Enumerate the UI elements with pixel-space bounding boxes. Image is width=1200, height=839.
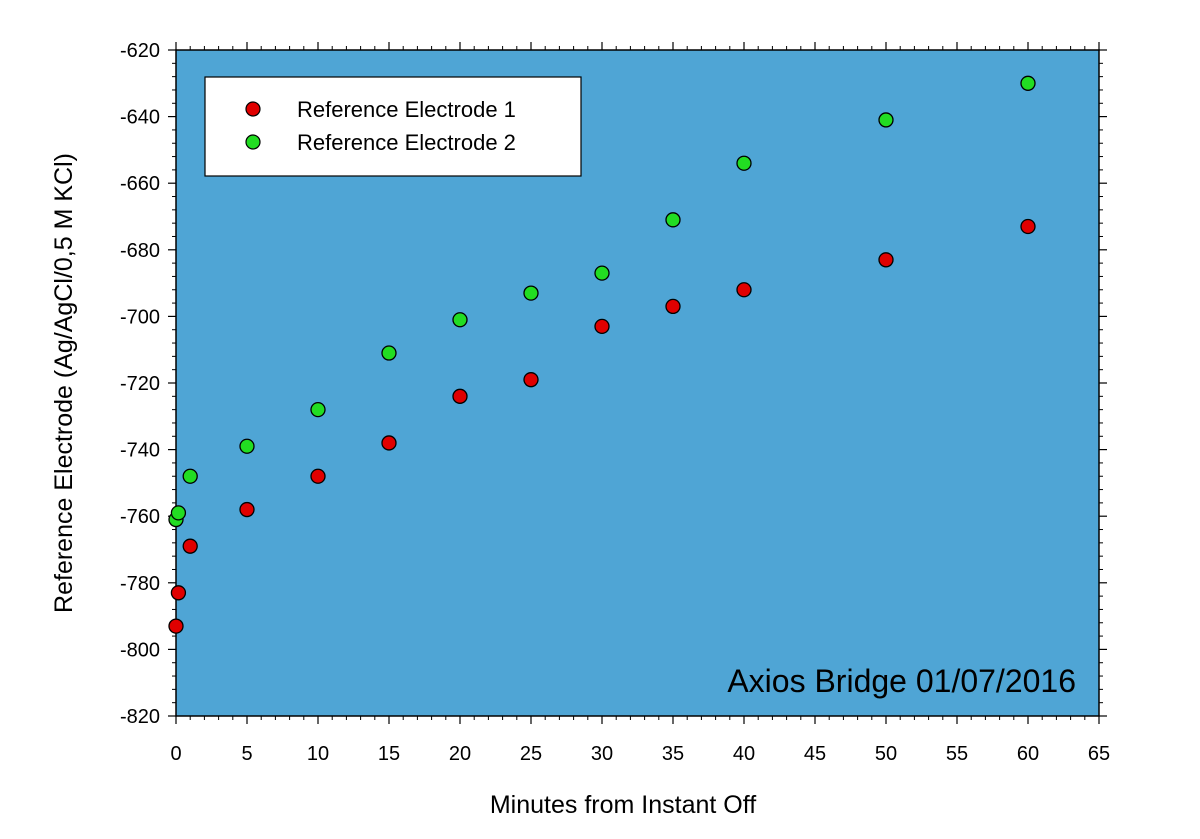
x-tick-label: 55 <box>946 743 968 765</box>
x-axis-title: Minutes from Instant Off <box>490 791 756 819</box>
y-tick-label: -740 <box>120 440 160 462</box>
y-tick-label: -620 <box>120 40 160 62</box>
x-tick-label: 30 <box>591 743 613 765</box>
y-tick-label: -760 <box>120 506 160 528</box>
data-point-series-1 <box>381 435 397 451</box>
x-tick-label: 40 <box>733 743 755 765</box>
data-point-series-2 <box>310 401 326 418</box>
y-tick-label: -700 <box>120 306 160 328</box>
data-point-series-2 <box>1020 75 1036 91</box>
x-tick-label: 20 <box>449 743 471 765</box>
y-tick-label: -680 <box>120 240 160 262</box>
y-tick-label: -820 <box>120 706 160 728</box>
legend-label-series-2: Reference Electrode 2 <box>297 130 516 155</box>
data-point-series-1 <box>452 388 468 404</box>
axis-ticks <box>168 42 1107 724</box>
y-tick-label: -660 <box>120 173 160 195</box>
data-point-series-2 <box>594 265 610 281</box>
legend: Reference Electrode 1 Reference Electrod… <box>204 76 582 177</box>
x-tick-labels: 0 5 10 15 20 25 30 35 40 45 50 55 60 65 <box>170 743 1110 765</box>
data-point-series-2 <box>182 468 198 484</box>
data-point-series-2 <box>878 112 894 128</box>
data-point-series-1 <box>878 252 894 268</box>
data-point-series-2 <box>736 155 752 171</box>
data-point-series-1 <box>594 318 610 335</box>
data-point-series-2 <box>170 505 187 521</box>
data-point-series-1 <box>182 538 198 554</box>
data-point-series-2 <box>523 285 539 301</box>
data-point-series-1 <box>168 618 184 634</box>
y-axis-title: Reference Electrode (Ag/AgCl/0,5 M KCl) <box>50 153 78 613</box>
chart-annotation: Axios Bridge 01/07/2016 <box>727 663 1076 699</box>
data-point-series-2 <box>239 438 255 454</box>
x-tick-label: 60 <box>1017 743 1039 765</box>
x-tick-label: 45 <box>804 743 826 765</box>
y-tick-labels: -620 -640 -660 -680 -700 -720 -740 -760 -780 -800… <box>120 40 160 728</box>
data-point-series-1 <box>170 585 187 601</box>
x-tick-label: 5 <box>241 743 252 765</box>
legend-label-series-1: Reference Electrode 1 <box>297 97 516 122</box>
y-tick-label: -780 <box>120 573 160 595</box>
data-point-series-1 <box>736 282 752 298</box>
data-point-series-1 <box>523 372 539 388</box>
data-point-series-1 <box>239 501 255 518</box>
legend-marker-series-1 <box>245 101 261 117</box>
y-tick-label: -640 <box>120 107 160 129</box>
x-tick-label: 65 <box>1088 743 1110 765</box>
x-tick-label: 35 <box>662 743 684 765</box>
legend-box <box>204 76 582 177</box>
data-point-series-2 <box>381 345 397 361</box>
x-tick-label: 0 <box>170 743 181 765</box>
legend-marker-series-2 <box>245 134 261 150</box>
y-tick-label: -800 <box>120 639 160 661</box>
y-tick-label: -720 <box>120 373 160 395</box>
x-tick-label: 10 <box>307 743 329 765</box>
data-point-series-2 <box>665 212 681 228</box>
data-point-series-1 <box>665 298 681 315</box>
data-point-series-1 <box>310 468 326 484</box>
data-points <box>168 75 1036 634</box>
x-tick-label: 25 <box>520 743 542 765</box>
data-point-series-1 <box>1020 218 1036 235</box>
x-tick-label: 50 <box>875 743 897 765</box>
x-tick-label: 15 <box>378 743 400 765</box>
data-point-series-2 <box>452 312 468 328</box>
